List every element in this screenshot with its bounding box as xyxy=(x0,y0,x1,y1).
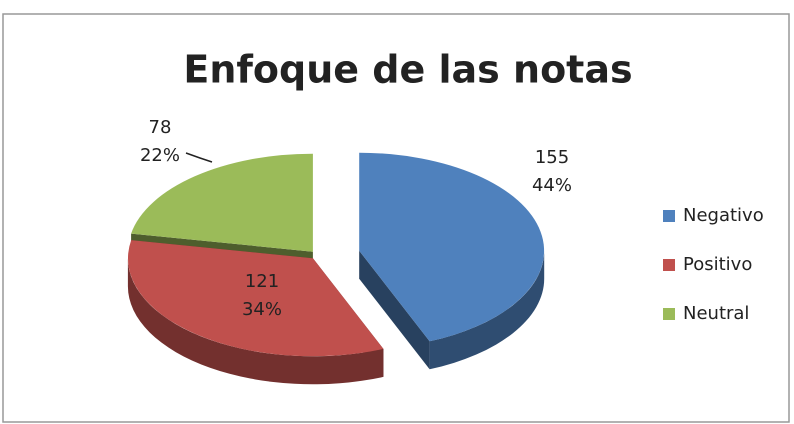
legend-swatch xyxy=(663,210,675,222)
legend-label: Neutral xyxy=(683,303,749,324)
slice xyxy=(131,153,313,252)
data-label-value: 155 xyxy=(535,147,569,168)
leader-line xyxy=(185,152,213,163)
slice-side xyxy=(359,250,430,370)
slice xyxy=(359,152,545,342)
data-label-percent: 44% xyxy=(532,175,572,196)
legend-swatch xyxy=(663,259,675,271)
slice xyxy=(127,240,384,357)
legend-label: Negativo xyxy=(683,205,764,226)
data-label-value: 121 xyxy=(245,271,279,292)
data-label-percent: 34% xyxy=(242,299,282,320)
data-label-percent: 22% xyxy=(140,145,180,166)
chart-title: Enfoque de las notas xyxy=(183,48,632,92)
legend-label: Positivo xyxy=(683,254,752,275)
slice-wall xyxy=(429,250,545,370)
legend-swatch xyxy=(663,308,675,320)
data-label-value: 78 xyxy=(149,117,172,138)
slice-wall xyxy=(127,258,384,385)
